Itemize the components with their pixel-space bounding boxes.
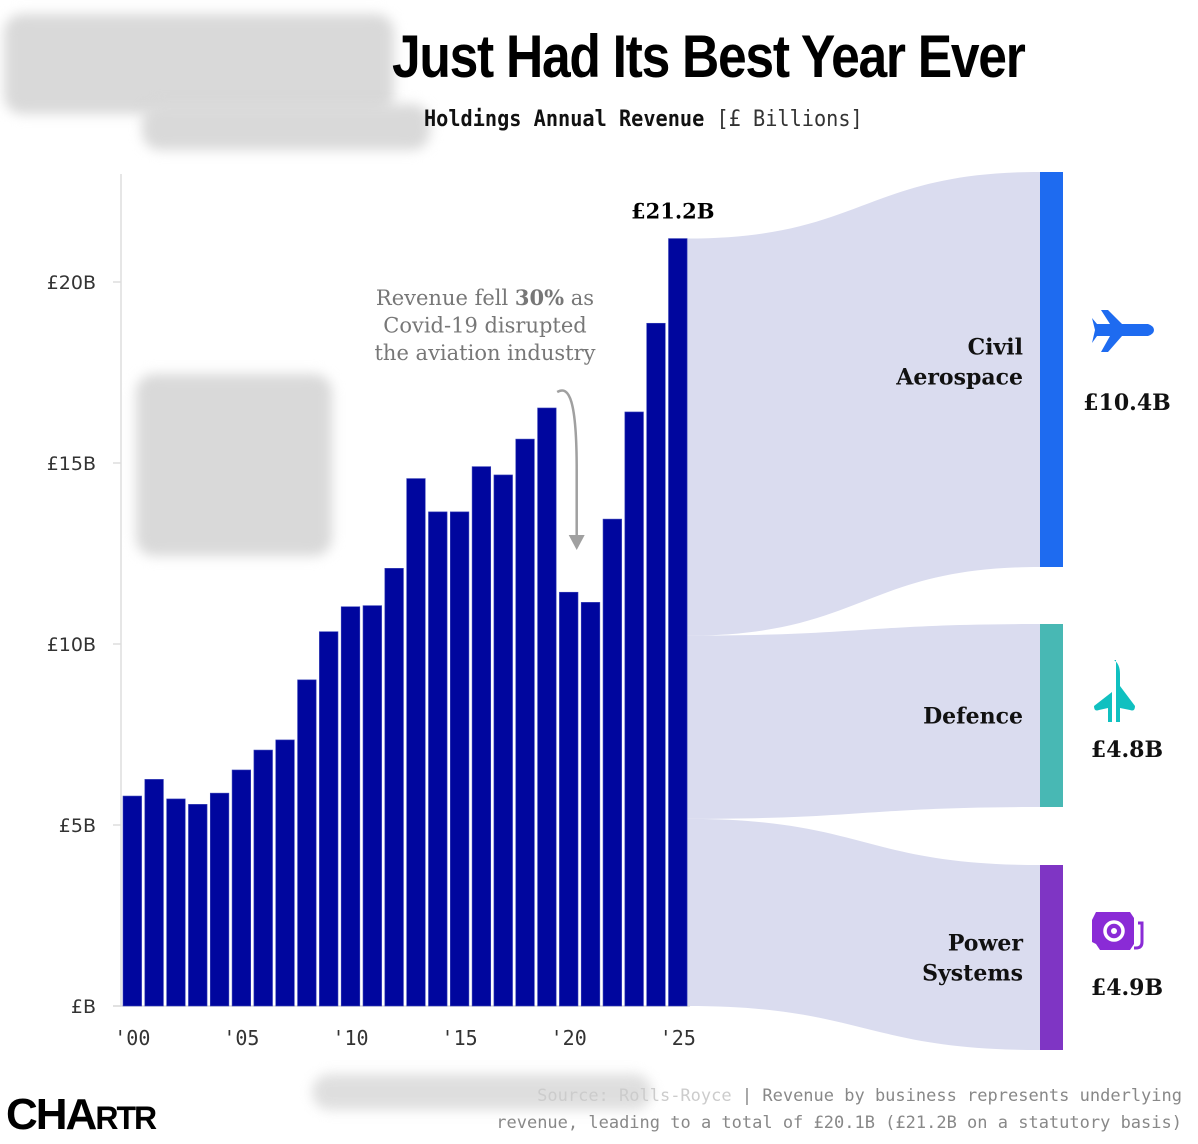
source-text: Source: Rolls-Royce <box>537 1086 732 1106</box>
annotation-line: Revenue fell 30% as <box>376 285 594 310</box>
page-title: Just Had Its Best Year Ever <box>392 23 1026 90</box>
segment-name: Power <box>948 931 1024 957</box>
bar-2018 <box>515 438 535 1007</box>
y-tick-label: £5B <box>59 815 96 837</box>
annotation-line: the aviation industry <box>374 341 595 365</box>
sankey-nodes <box>1040 172 1063 1050</box>
bars <box>122 238 688 1007</box>
segment-value: £4.8B <box>1091 737 1163 763</box>
node-defence <box>1040 624 1063 807</box>
engine-icon <box>1092 912 1144 950</box>
bar-2002 <box>166 798 186 1007</box>
y-tick-label: £20B <box>47 272 96 294</box>
bar-2015 <box>449 511 470 1007</box>
bar-2012 <box>384 568 404 1007</box>
bar-2019 <box>537 407 557 1007</box>
footer-note-line-2: revenue, leading to a total of £20.1B (£… <box>496 1113 1182 1133</box>
flow-civil-aerospace <box>687 172 1040 636</box>
flow-power-systems <box>687 818 1040 1050</box>
bar-2011 <box>362 605 382 1007</box>
bar-2020 <box>559 591 579 1007</box>
node-civil-aerospace <box>1040 172 1063 567</box>
segment-value: £10.4B <box>1083 390 1170 416</box>
segment-labels: Civil Aerospace £10.4B Defence £4.8B Power Sys… <box>895 335 1170 1002</box>
x-tick-label: '10 <box>332 1026 368 1050</box>
sankey-flows <box>687 172 1040 1050</box>
bar-2004 <box>209 792 230 1007</box>
bar-2007 <box>275 739 295 1007</box>
redacted-chart-logo <box>136 374 332 556</box>
bar-2017 <box>493 474 513 1007</box>
bar-2005 <box>231 769 252 1007</box>
x-ticks: '00 '05 '10 '15 '20 '25 <box>114 1026 696 1050</box>
x-tick-label: '15 <box>442 1026 478 1050</box>
bar-2024 <box>646 322 666 1007</box>
redacted-source <box>312 1074 652 1110</box>
bar-2021 <box>580 602 601 1007</box>
redacted-subtitle-block <box>142 104 430 150</box>
annotation-arrowhead <box>568 535 585 550</box>
y-tick-label: £10B <box>47 634 96 656</box>
segment-value: £4.9B <box>1091 975 1163 1001</box>
segment-name: Aerospace <box>895 365 1023 391</box>
bar-2013 <box>406 478 426 1007</box>
segment-icons <box>1092 310 1154 950</box>
bar-2009 <box>319 631 339 1007</box>
flow-defence <box>687 624 1040 819</box>
bar-2016 <box>471 466 492 1007</box>
x-tick-label: '25 <box>660 1026 696 1050</box>
subtitle-unit: [£ Billions] <box>716 107 863 132</box>
bar-2025 <box>668 238 688 1007</box>
bar-2022 <box>602 518 622 1007</box>
footer-note-line-1: Revenue by business represents underlyin… <box>762 1086 1182 1106</box>
y-ticks: £B £5B £10B £15B £20B <box>47 272 121 1018</box>
y-tick-label: £15B <box>47 453 96 475</box>
y-tick-label: £B <box>71 996 96 1018</box>
x-tick-label: '00 <box>114 1026 150 1050</box>
segment-name: Defence <box>923 704 1023 730</box>
chartr-logo: CHARTR <box>6 1090 157 1140</box>
logo-small: RTR <box>95 1100 157 1136</box>
footer-note: Source: Rolls-Royce | Revenue by busines… <box>496 1083 1182 1137</box>
chart-subtitle: Holdings Annual Revenue [£ Billions] <box>424 107 863 132</box>
bar-2008 <box>297 679 317 1007</box>
footer-separator: | <box>741 1086 753 1106</box>
airplane-icon <box>1092 310 1154 352</box>
annotation-line: Covid-19 disrupted <box>383 314 586 338</box>
annotation-arrow <box>556 389 578 540</box>
redacted-title-block <box>4 14 394 114</box>
bar-2014 <box>428 511 448 1007</box>
jet-icon <box>1094 660 1135 722</box>
bar-2006 <box>253 749 273 1007</box>
x-tick-label: '05 <box>223 1026 259 1050</box>
bar-2010 <box>340 606 361 1007</box>
bar-2023 <box>624 411 644 1007</box>
segment-name: Systems <box>922 961 1023 987</box>
covid-annotation: Revenue fell 30% as Covid-19 disrupted the… <box>374 285 596 550</box>
peak-value-label: £21.2B <box>631 199 715 224</box>
logo-big: CHA <box>6 1090 97 1139</box>
footer-line-1: Source: Rolls-Royce | Revenue by busines… <box>496 1083 1182 1110</box>
segment-name: Civil <box>968 335 1023 361</box>
revenue-chart: £B £5B £10B £15B £20B '00 '05 '10 '15 '20 '25 Rev… <box>47 172 1171 1050</box>
node-power-systems <box>1040 865 1063 1050</box>
bar-2003 <box>188 804 208 1007</box>
bar-2001 <box>144 779 164 1007</box>
x-tick-label: '20 <box>551 1026 587 1050</box>
subtitle-main: Holdings Annual Revenue <box>424 107 705 132</box>
bar-2000 <box>122 795 142 1007</box>
